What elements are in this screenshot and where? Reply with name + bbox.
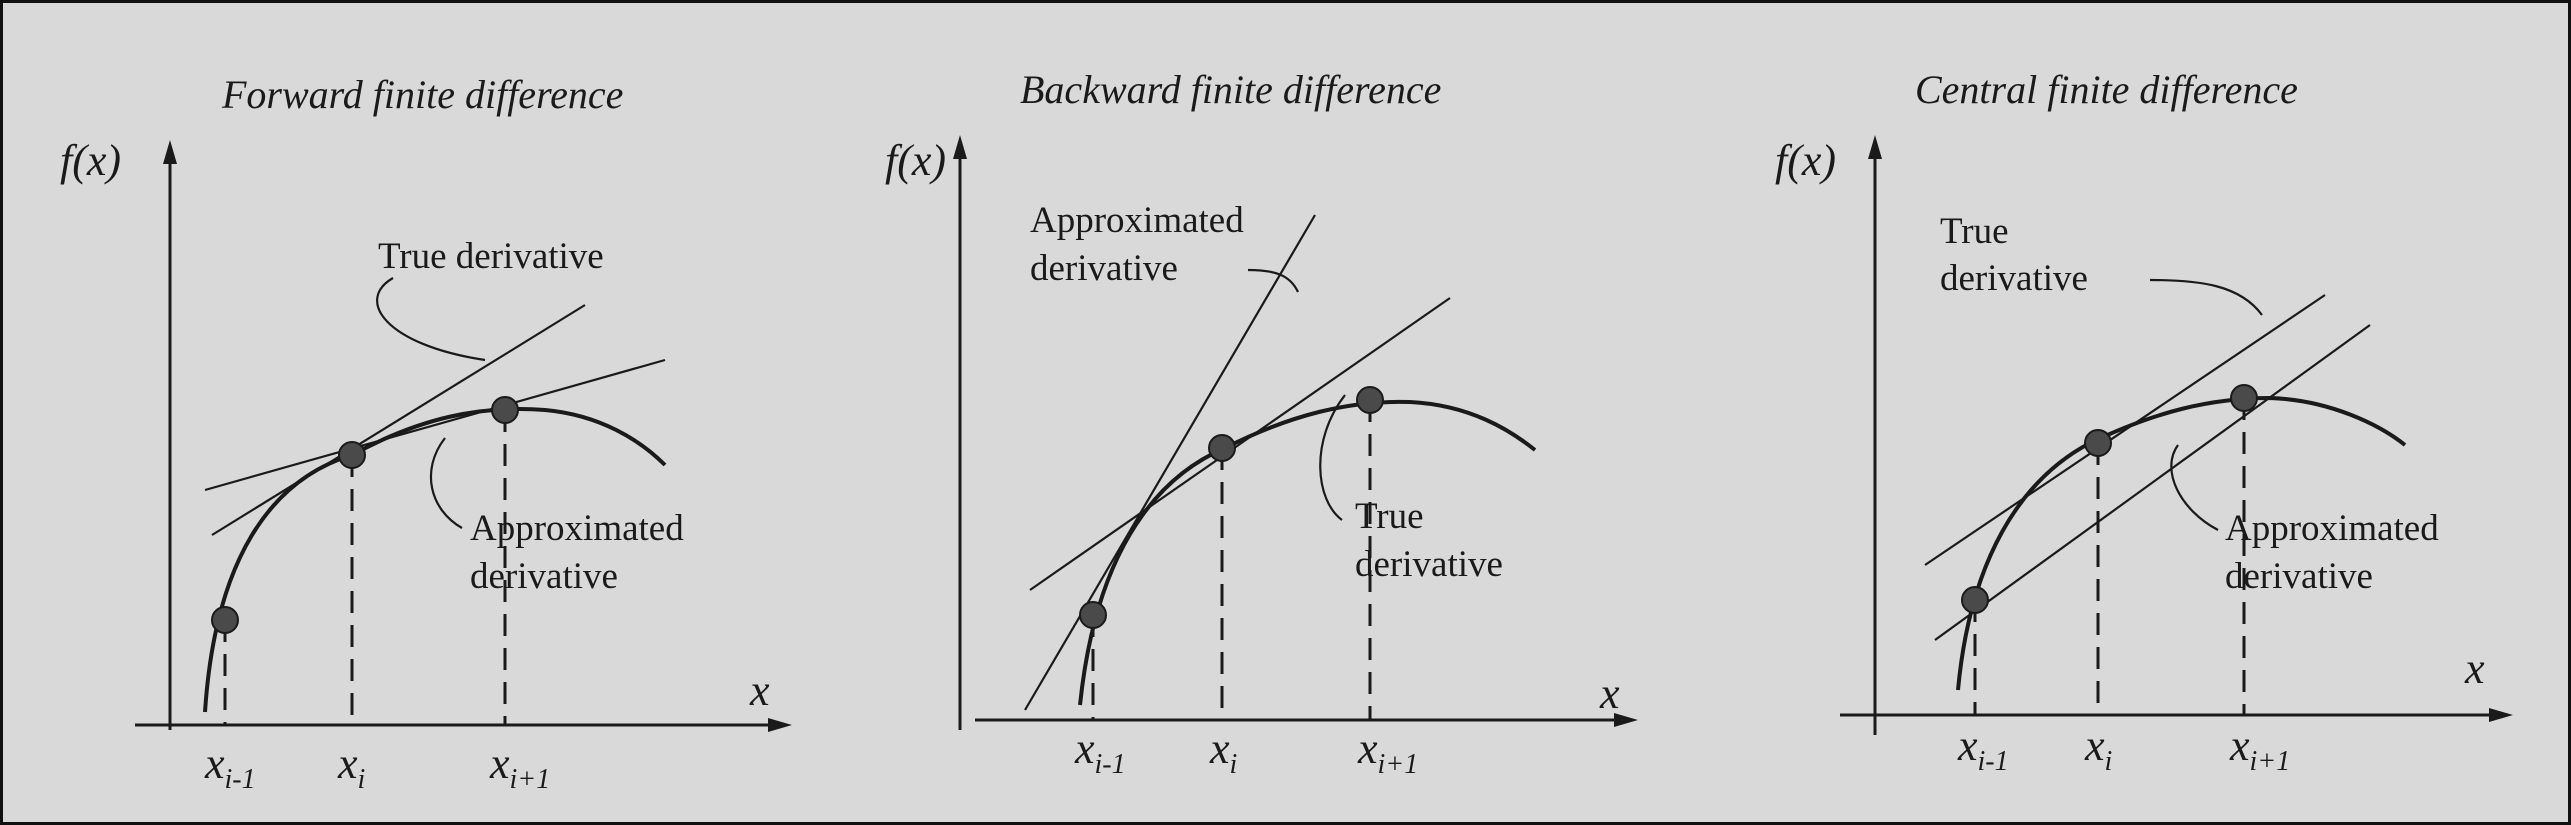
leader-true-derivative [1319,394,1346,521]
label-approximated-line1: Approximated [2225,508,2439,549]
true-derivative-line [1924,294,2326,566]
label-true-line2: derivative [1355,544,1503,585]
approximated-derivative-line [1934,324,2371,641]
tick-xi: xi [2084,721,2112,777]
label-approximated-line2: derivative [470,556,618,597]
label-true-line1: True [1355,496,1424,537]
true-derivative-line [1029,297,1451,591]
label-approximated-line2: derivative [1030,248,1178,289]
panel-title: Central finite difference [1915,67,2298,112]
label-true-line1: True [1940,211,2009,252]
point-xi+1 [491,396,519,424]
point-xi-1 [1079,601,1107,629]
point-xi [1208,434,1236,462]
svg-text:xi-1: xi-1 [204,739,256,795]
approximated-derivative-line [1024,214,1316,711]
leader-approximated [429,437,463,529]
panel-title: Backward finite difference [1020,67,1441,112]
svg-text:xi: xi [1209,724,1237,780]
point-xi+1 [1356,386,1384,414]
approximated-derivative-line [204,358,666,492]
label-true-line2: derivative [1940,258,2088,299]
svg-text:xi+1: xi+1 [489,739,550,795]
x-axis-label: x [1599,669,1620,718]
panel-title: Forward finite difference [221,72,623,117]
function-curve [1078,399,1537,706]
tick-xi-1: xi-1 [204,739,256,795]
point-xi-1 [211,606,239,634]
y-axis-label: f(x) [1775,136,1836,185]
svg-text:xi-1: xi-1 [1074,724,1126,780]
leader-approximated [2170,444,2219,531]
point-xi+1 [2230,384,2258,412]
function-curve [203,406,667,713]
svg-text:xi-1: xi-1 [1957,721,2009,777]
svg-text:xi+1: xi+1 [2229,721,2290,777]
tick-xi: xi [1209,724,1237,780]
y-axis-label: f(x) [60,136,121,185]
y-axis-label: f(x) [885,136,946,185]
leader-true-derivative [376,277,486,362]
y-axis-arrow [953,135,967,159]
tick-xi+1: xi+1 [2229,721,2290,777]
panel-central: Central finite difference f(x) x True de… [1775,67,2513,777]
y-axis-arrow [163,140,177,164]
tick-xi-1: xi-1 [1074,724,1126,780]
tick-xi+1: xi+1 [489,739,550,795]
panel-forward: Forward finite difference f(x) x True de… [60,72,792,795]
tick-xi-1: xi-1 [1957,721,2009,777]
tick-xi: xi [337,739,365,795]
point-xi [338,441,366,469]
svg-text:xi: xi [337,739,365,795]
label-approximated-line1: Approximated [470,508,684,549]
point-xi [2084,429,2112,457]
point-xi-1 [1961,586,1989,614]
x-axis-label: x [2464,644,2485,693]
leader-approximated [1247,268,1299,293]
true-derivative-line [211,304,586,536]
x-axis-arrow [1614,713,1638,727]
tick-xi+1: xi+1 [1357,724,1418,780]
leader-true-derivative [2149,278,2263,316]
y-axis-arrow [1868,135,1882,159]
svg-text:xi+1: xi+1 [1357,724,1418,780]
label-approximated-line2: derivative [2225,556,2373,597]
panel-backward: Backward finite difference f(x) x Approx… [885,67,1638,780]
label-approximated-line1: Approximated [1030,200,1244,241]
svg-text:xi: xi [2084,721,2112,777]
x-axis-arrow [2489,708,2513,722]
x-axis-arrow [768,718,792,732]
label-true-derivative: True derivative [378,236,604,277]
x-axis-label: x [749,666,770,715]
function-curve [1956,395,2407,691]
